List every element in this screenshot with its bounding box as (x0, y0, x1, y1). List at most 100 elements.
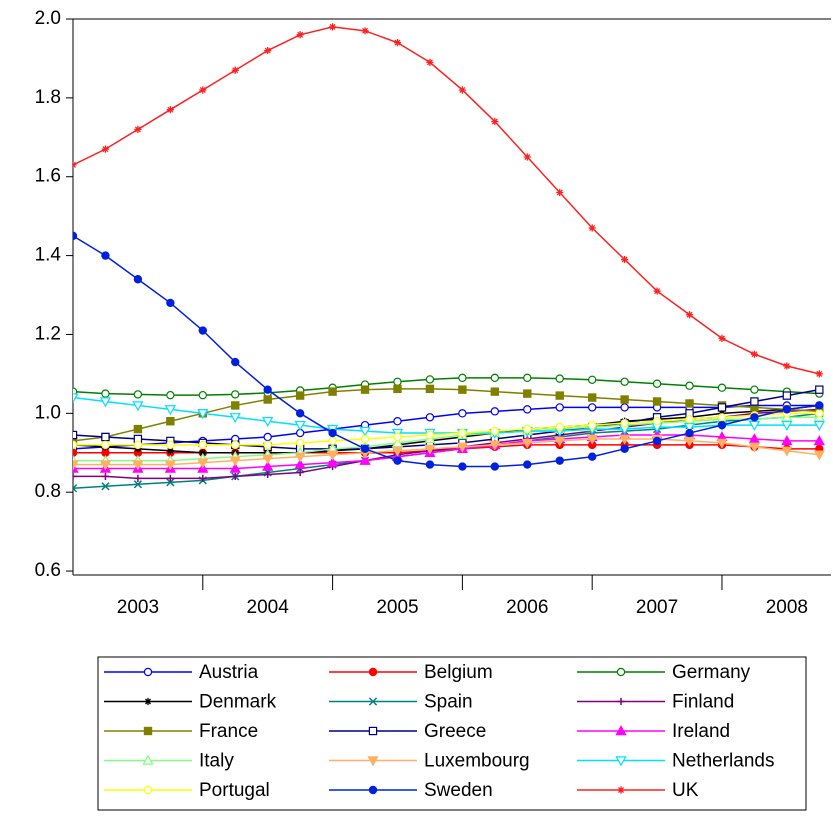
point (717, 403, 727, 412)
x-tick-label: 2005 (376, 597, 418, 618)
y-tick-label: 0.6 (35, 560, 61, 581)
point (748, 442, 761, 453)
point (521, 438, 533, 449)
point (652, 397, 662, 406)
point (393, 39, 402, 47)
point (198, 326, 207, 335)
point (750, 350, 759, 358)
point (197, 409, 209, 420)
point (263, 432, 272, 442)
point (815, 401, 824, 410)
point (685, 399, 694, 408)
point (133, 390, 143, 399)
legend-marker (143, 726, 153, 736)
point (490, 407, 500, 416)
point (101, 432, 110, 442)
point (425, 384, 435, 394)
point (813, 435, 825, 446)
point (783, 362, 791, 370)
point (748, 433, 761, 444)
point (231, 357, 240, 367)
point (132, 401, 144, 412)
point (198, 440, 207, 450)
point (620, 418, 629, 428)
point (101, 482, 110, 491)
legend-item: Greece (329, 721, 486, 742)
point (101, 389, 110, 398)
point (166, 440, 175, 450)
point (73, 460, 79, 471)
point (101, 145, 110, 153)
legend-marker (143, 785, 153, 795)
legend-marker (617, 786, 625, 794)
legend-marker (144, 697, 152, 706)
point (490, 387, 500, 396)
point (294, 458, 306, 469)
point (296, 31, 304, 39)
series-line (73, 438, 820, 466)
point (652, 436, 662, 446)
point (685, 381, 694, 390)
legend-label: Finland (672, 692, 734, 713)
point (620, 377, 629, 386)
y-tick-label: 1.2 (35, 323, 61, 344)
point (619, 434, 631, 445)
point (359, 426, 371, 437)
point (717, 383, 727, 392)
point (393, 377, 402, 386)
x-tick-label: 2007 (636, 597, 678, 618)
legend-label: Netherlands (672, 751, 774, 772)
point (231, 390, 240, 399)
point (652, 379, 662, 388)
legend-marker (143, 667, 153, 677)
series-line (73, 235, 820, 468)
point (263, 440, 272, 450)
legend-label: Greece (424, 721, 486, 742)
point (73, 430, 78, 440)
point (425, 430, 435, 440)
legend-item: Belgium (329, 662, 493, 683)
legend-marker (368, 726, 378, 736)
point (813, 420, 825, 431)
legend-label: Portugal (199, 780, 270, 801)
point (328, 436, 337, 446)
point (264, 46, 272, 55)
point (587, 452, 597, 461)
point (815, 409, 824, 418)
point (815, 370, 823, 378)
legend-marker (368, 697, 378, 706)
legend-label: Belgium (424, 662, 493, 683)
point (458, 385, 467, 394)
point (73, 440, 78, 450)
point (294, 452, 306, 463)
point (458, 462, 467, 471)
legend-marker (615, 756, 627, 767)
point (166, 417, 175, 426)
legend-label: Austria (199, 662, 259, 683)
y-tick-label: 1.6 (35, 166, 61, 187)
point (164, 460, 176, 471)
point (621, 255, 629, 264)
series-line (73, 388, 820, 442)
point (750, 413, 759, 422)
x-tick-label: 2004 (247, 597, 290, 618)
legend-marker (142, 754, 154, 765)
point (523, 460, 532, 469)
point (781, 420, 793, 431)
point (326, 456, 339, 467)
point (262, 454, 274, 465)
x-tick-label: 2006 (506, 597, 548, 618)
point (523, 153, 531, 161)
point (360, 434, 370, 444)
point (133, 440, 143, 450)
point (166, 447, 174, 455)
series-line (73, 416, 820, 462)
y-tick-label: 1.8 (35, 87, 61, 108)
point (458, 373, 467, 383)
point (134, 125, 142, 134)
series-line (73, 412, 820, 446)
legend-marker (368, 667, 378, 677)
point (717, 420, 727, 430)
legend-item: Germany (577, 662, 751, 683)
